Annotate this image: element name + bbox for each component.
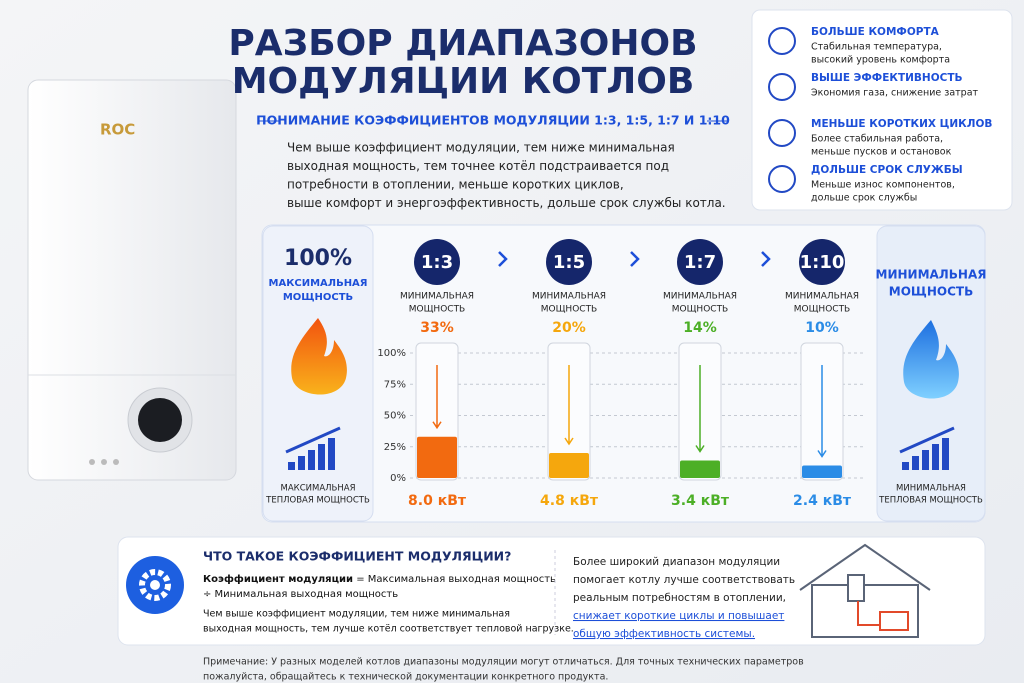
benefit-icon [768, 27, 796, 55]
power-label: 3.4 кВт [671, 493, 730, 509]
left-caption: ТЕПЛОВАЯ МОЩНОСТЬ [265, 496, 370, 506]
category-label: 1:7 [684, 252, 716, 273]
intro-line: выходная мощность, тем точнее котёл подс… [287, 159, 669, 173]
benefit-text: меньше пусков и остановок [811, 147, 952, 158]
category-caption: МИНИМАЛЬНАЯ [785, 292, 859, 302]
flame-icon [903, 320, 959, 399]
gear-icon [139, 569, 171, 601]
side-highlight: общую эффективность системы. [573, 628, 755, 640]
intro-line: потребности в отоплении, меньше коротких… [287, 178, 624, 192]
benefit-text: высокий уровень комфорта [811, 55, 950, 66]
power-label: 4.8 кВт [540, 493, 599, 509]
side-text: реальным потребностям в отоплении, [573, 592, 786, 604]
category-caption: МИНИМАЛЬНАЯ [532, 292, 606, 302]
category-label: 1:10 [800, 252, 845, 273]
value-label: 14% [683, 320, 717, 336]
subtitle: ПОНИМАНИЕ КОЭФФИЦИЕНТОВ МОДУЛЯЦИИ 1:3, 1… [256, 113, 730, 128]
flame-icon [291, 318, 347, 395]
y-tick-label: 50% [384, 411, 406, 422]
info-text: Чем выше коэффициент модуляции, тем ниже… [203, 609, 510, 620]
category-caption: МОЩНОСТЬ [794, 305, 851, 315]
benefit-title: МЕНЬШЕ КОРОТКИХ ЦИКЛОВ [811, 118, 992, 130]
max-value: 100% [284, 246, 352, 271]
category-caption: МИНИМАЛЬНАЯ [400, 292, 474, 302]
step-arrow [761, 251, 771, 267]
right-label: МОЩНОСТЬ [889, 285, 973, 299]
benefit-title: ВЫШЕ ЭФФЕКТИВНОСТЬ [811, 72, 963, 84]
formula-term: Коэффициент модуляции [203, 573, 353, 585]
y-tick-label: 100% [377, 348, 406, 359]
benefit-text: Стабильная температура, [811, 42, 942, 53]
info-card [117, 536, 986, 646]
gear-icon [150, 580, 160, 590]
formula: Коэффициент модуляции = Максимальная вых… [203, 573, 556, 585]
left-label: МАКСИМАЛЬНАЯ [269, 278, 368, 289]
left-label: МОЩНОСТЬ [283, 292, 353, 303]
category-caption: МОЩНОСТЬ [672, 305, 729, 315]
benefit-icon [768, 165, 796, 193]
house-icon [799, 543, 931, 638]
ratio-badge [677, 239, 723, 285]
title: РАЗБОР ДИАПАЗОНОВ [228, 23, 697, 64]
benefit-text: Меньше износ компонентов, [811, 180, 955, 191]
boiler [27, 79, 237, 481]
value-label: 33% [420, 320, 454, 336]
ratio-badge [799, 239, 845, 285]
down-arrow [432, 365, 442, 430]
down-arrow [817, 365, 827, 458]
benefit-title: ДОЛЬШЕ СРОК СЛУЖБЫ [811, 164, 963, 176]
side-text: помогает котлу лучше соответствовать [573, 574, 795, 586]
intro-line: Чем выше коэффициент модуляции, тем ниже… [287, 141, 675, 155]
bar [549, 453, 589, 478]
right-caption: ТЕПЛОВАЯ МОЩНОСТЬ [878, 496, 983, 506]
right-caption: МИНИМАЛЬНАЯ [896, 484, 966, 494]
benefits-card [751, 9, 1013, 211]
category-label: 1:3 [421, 252, 453, 273]
side-highlight: снижает короткие циклы и повышает [573, 610, 784, 622]
formula-rest: = Максимальная выходная мощность [356, 574, 556, 585]
info-text: выходная мощность, тем лучше котёл соотв… [203, 624, 574, 635]
down-arrow [564, 365, 574, 446]
intro-line: выше комфорт и энергоэффективность, доль… [287, 196, 726, 210]
y-tick-label: 25% [384, 442, 406, 453]
step-arrow [498, 251, 508, 267]
note: пожалуйста, обращайтесь к технической до… [203, 672, 608, 683]
note: Примечание: У разных моделей котлов диап… [203, 657, 804, 668]
bar [680, 460, 720, 478]
ratio-badge [414, 239, 460, 285]
category-caption: МИНИМАЛЬНАЯ [663, 292, 737, 302]
right-label: МИНИМАЛЬНАЯ [876, 268, 987, 282]
benefit-icon [768, 73, 796, 101]
side-text: Более широкий диапазон модуляции [573, 556, 780, 568]
power-label: 8.0 кВт [408, 493, 467, 509]
bar [802, 465, 842, 478]
bar [417, 436, 457, 478]
value-label: 10% [805, 320, 839, 336]
benefit-text: Экономия газа, снижение затрат [811, 88, 979, 99]
growth-icon [899, 426, 955, 470]
step-arrow [630, 251, 640, 267]
title: МОДУЛЯЦИИ КОТЛОВ [232, 61, 695, 102]
benefit-title: БОЛЬШЕ КОМФОРТА [811, 26, 940, 38]
growth-icon [285, 426, 341, 470]
y-tick-label: 75% [384, 379, 406, 390]
formula: ÷ Минимальная выходная мощность [203, 589, 398, 600]
benefit-text: Более стабильная работа, [811, 134, 943, 145]
power-label: 2.4 кВт [793, 493, 852, 509]
category-label: 1:5 [553, 252, 585, 273]
value-label: 20% [552, 320, 586, 336]
ratio-badge [546, 239, 592, 285]
y-tick-label: 0% [390, 473, 406, 484]
benefit-text: дольше срок службы [811, 193, 917, 204]
category-caption: МОЩНОСТЬ [541, 305, 598, 315]
left-caption: МАКСИМАЛЬНАЯ [281, 484, 356, 494]
brand: ROC [100, 121, 135, 139]
down-arrow [695, 365, 705, 453]
category-caption: МОЩНОСТЬ [409, 305, 466, 315]
info-title: ЧТО ТАКОЕ КОЭФФИЦИЕНТ МОДУЛЯЦИИ? [203, 549, 511, 564]
benefit-icon [768, 119, 796, 147]
